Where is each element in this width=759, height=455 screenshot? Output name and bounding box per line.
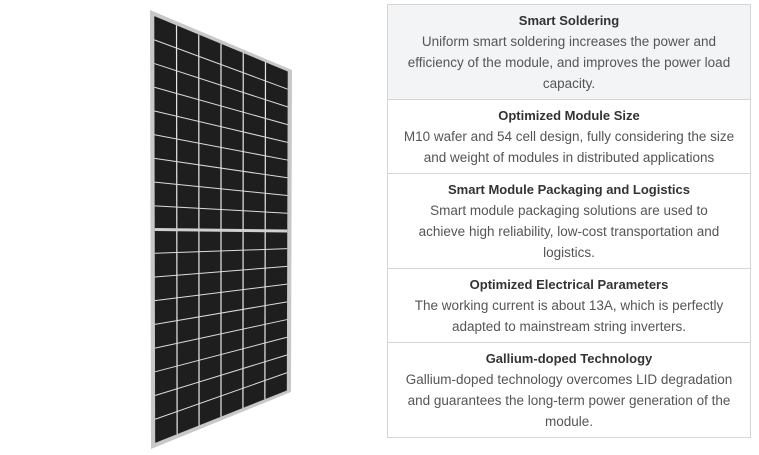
cell-row-line: [154, 110, 288, 143]
cell-row-line: [154, 63, 288, 108]
feature-description: Gallium-doped technology overcomes LID d…: [405, 372, 733, 429]
cell-row-line: [154, 283, 288, 302]
feature-row: Gallium-doped Technology Gallium-doped te…: [387, 342, 751, 438]
cell-row-line: [154, 265, 288, 278]
cell-row-line: [154, 301, 288, 325]
cell-row-line: [154, 248, 288, 254]
feature-row: Smart Soldering Uniform smart soldering i…: [387, 4, 751, 100]
cell-row-line: [154, 134, 288, 161]
cell-row-line: [154, 205, 288, 214]
feature-title: Optimized Electrical Parameters: [469, 277, 669, 292]
panel-center-divider: [154, 228, 288, 233]
cell-row-line: [154, 319, 288, 349]
feature-title: Smart Soldering: [518, 13, 620, 28]
cell-row-line: [154, 336, 288, 373]
feature-description: Smart module packaging solutions are use…: [418, 203, 720, 260]
feature-row: Optimized Module Size M10 wafer and 54 ce…: [387, 99, 751, 174]
cell-row-line: [154, 157, 288, 179]
cell-row-line: [154, 354, 288, 396]
feature-title: Gallium-doped Technology: [485, 351, 653, 366]
feature-row: Smart Module Packaging and Logistics Smar…: [387, 173, 751, 269]
feature-description: Uniform smart soldering increases the po…: [407, 34, 731, 91]
solar-panel-image: [150, 10, 292, 449]
cell-row-line: [154, 181, 288, 197]
feature-title: Smart Module Packaging and Logistics: [448, 182, 690, 197]
cell-row-line: [154, 39, 288, 90]
cell-row-line: [154, 372, 288, 420]
feature-title: Optimized Module Size: [498, 108, 640, 123]
feature-description: M10 wafer and 54 cell design, fully cons…: [403, 129, 735, 165]
feature-description: The working current is about 13A, which …: [414, 298, 724, 334]
features-table: Smart Soldering Uniform smart soldering i…: [387, 4, 751, 438]
feature-row: Optimized Electrical Parameters The worki…: [387, 268, 751, 343]
cell-row-line: [154, 86, 288, 126]
